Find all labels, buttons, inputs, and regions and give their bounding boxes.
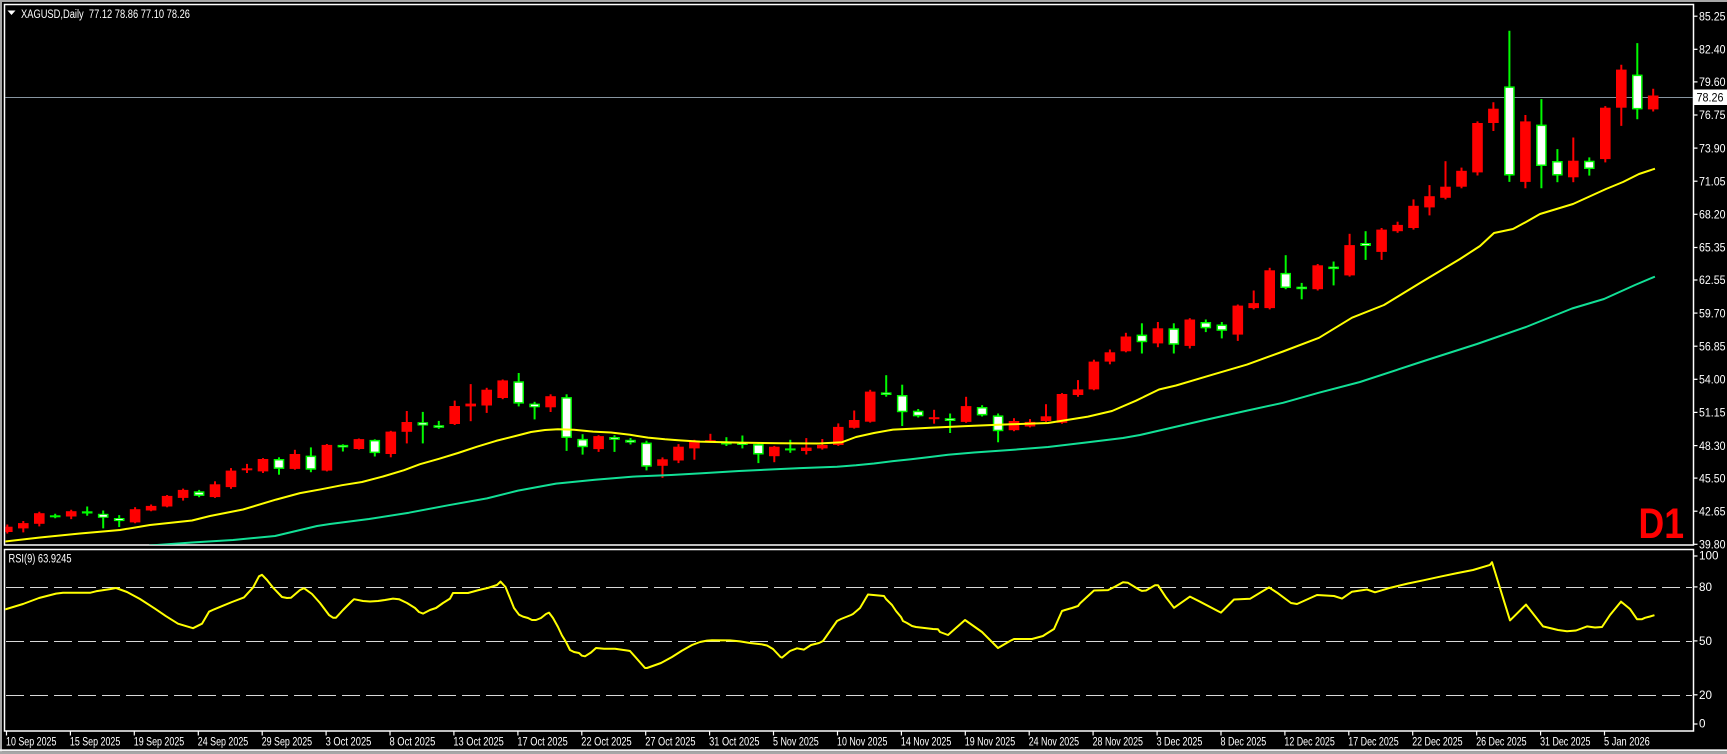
- svg-text:50: 50: [1699, 634, 1712, 648]
- svg-text:78.26: 78.26: [1697, 90, 1724, 104]
- svg-text:12 Dec 2025: 12 Dec 2025: [1284, 734, 1335, 748]
- svg-text:80: 80: [1699, 580, 1712, 594]
- svg-text:54.00: 54.00: [1699, 373, 1726, 387]
- svg-text:71.05: 71.05: [1699, 174, 1726, 188]
- svg-text:10 Nov 2025: 10 Nov 2025: [837, 734, 888, 748]
- svg-text:48.30: 48.30: [1699, 439, 1726, 453]
- svg-text:65.35: 65.35: [1699, 241, 1726, 255]
- svg-text:14 Nov 2025: 14 Nov 2025: [901, 734, 952, 748]
- svg-text:27 Oct 2025: 27 Oct 2025: [645, 734, 696, 748]
- svg-text:RSI(9) 63.9245: RSI(9) 63.9245: [9, 553, 72, 565]
- svg-text:73.90: 73.90: [1699, 141, 1726, 155]
- svg-text:17 Dec 2025: 17 Dec 2025: [1348, 734, 1399, 748]
- svg-text:79.60: 79.60: [1699, 75, 1726, 89]
- svg-text:82.40: 82.40: [1699, 43, 1726, 57]
- svg-text:100: 100: [1699, 549, 1719, 563]
- svg-text:XAGUSD,Daily 77.12 78.86 77.1: XAGUSD,Daily 77.12 78.86 77.10 78.26: [21, 9, 190, 21]
- svg-text:13 Oct 2025: 13 Oct 2025: [453, 734, 504, 748]
- svg-text:76.75: 76.75: [1699, 108, 1726, 122]
- svg-text:24 Sep 2025: 24 Sep 2025: [198, 734, 249, 748]
- svg-text:22 Dec 2025: 22 Dec 2025: [1412, 734, 1463, 748]
- svg-text:5 Jan 2026: 5 Jan 2026: [1604, 734, 1650, 748]
- svg-text:0: 0: [1699, 717, 1706, 731]
- svg-text:24 Nov 2025: 24 Nov 2025: [1029, 734, 1080, 748]
- svg-text:D1: D1: [1639, 500, 1685, 548]
- svg-text:5 Nov 2025: 5 Nov 2025: [773, 734, 819, 748]
- svg-text:62.55: 62.55: [1699, 273, 1726, 287]
- svg-text:85.25: 85.25: [1699, 9, 1726, 23]
- svg-text:8 Oct 2025: 8 Oct 2025: [390, 734, 436, 748]
- svg-text:22 Oct 2025: 22 Oct 2025: [581, 734, 632, 748]
- svg-text:8 Dec 2025: 8 Dec 2025: [1221, 734, 1267, 748]
- svg-text:3 Oct 2025: 3 Oct 2025: [326, 734, 372, 748]
- svg-text:3 Dec 2025: 3 Dec 2025: [1157, 734, 1203, 748]
- svg-text:31 Dec 2025: 31 Dec 2025: [1540, 734, 1591, 748]
- svg-text:28 Nov 2025: 28 Nov 2025: [1093, 734, 1144, 748]
- svg-text:19 Sep 2025: 19 Sep 2025: [134, 734, 185, 748]
- svg-text:20: 20: [1699, 688, 1712, 702]
- svg-text:56.85: 56.85: [1699, 339, 1726, 353]
- svg-text:31 Oct 2025: 31 Oct 2025: [709, 734, 760, 748]
- svg-text:68.20: 68.20: [1699, 208, 1726, 222]
- svg-text:51.15: 51.15: [1699, 406, 1726, 420]
- svg-text:19 Nov 2025: 19 Nov 2025: [965, 734, 1016, 748]
- svg-text:39.80: 39.80: [1699, 538, 1726, 552]
- svg-text:17 Oct 2025: 17 Oct 2025: [517, 734, 568, 748]
- svg-text:26 Dec 2025: 26 Dec 2025: [1476, 734, 1527, 748]
- svg-text:10 Sep 2025: 10 Sep 2025: [6, 734, 57, 748]
- svg-text:42.65: 42.65: [1699, 504, 1726, 518]
- svg-text:15 Sep 2025: 15 Sep 2025: [70, 734, 121, 748]
- svg-text:59.70: 59.70: [1699, 306, 1726, 320]
- svg-text:29 Sep 2025: 29 Sep 2025: [262, 734, 313, 748]
- svg-text:45.50: 45.50: [1699, 471, 1726, 485]
